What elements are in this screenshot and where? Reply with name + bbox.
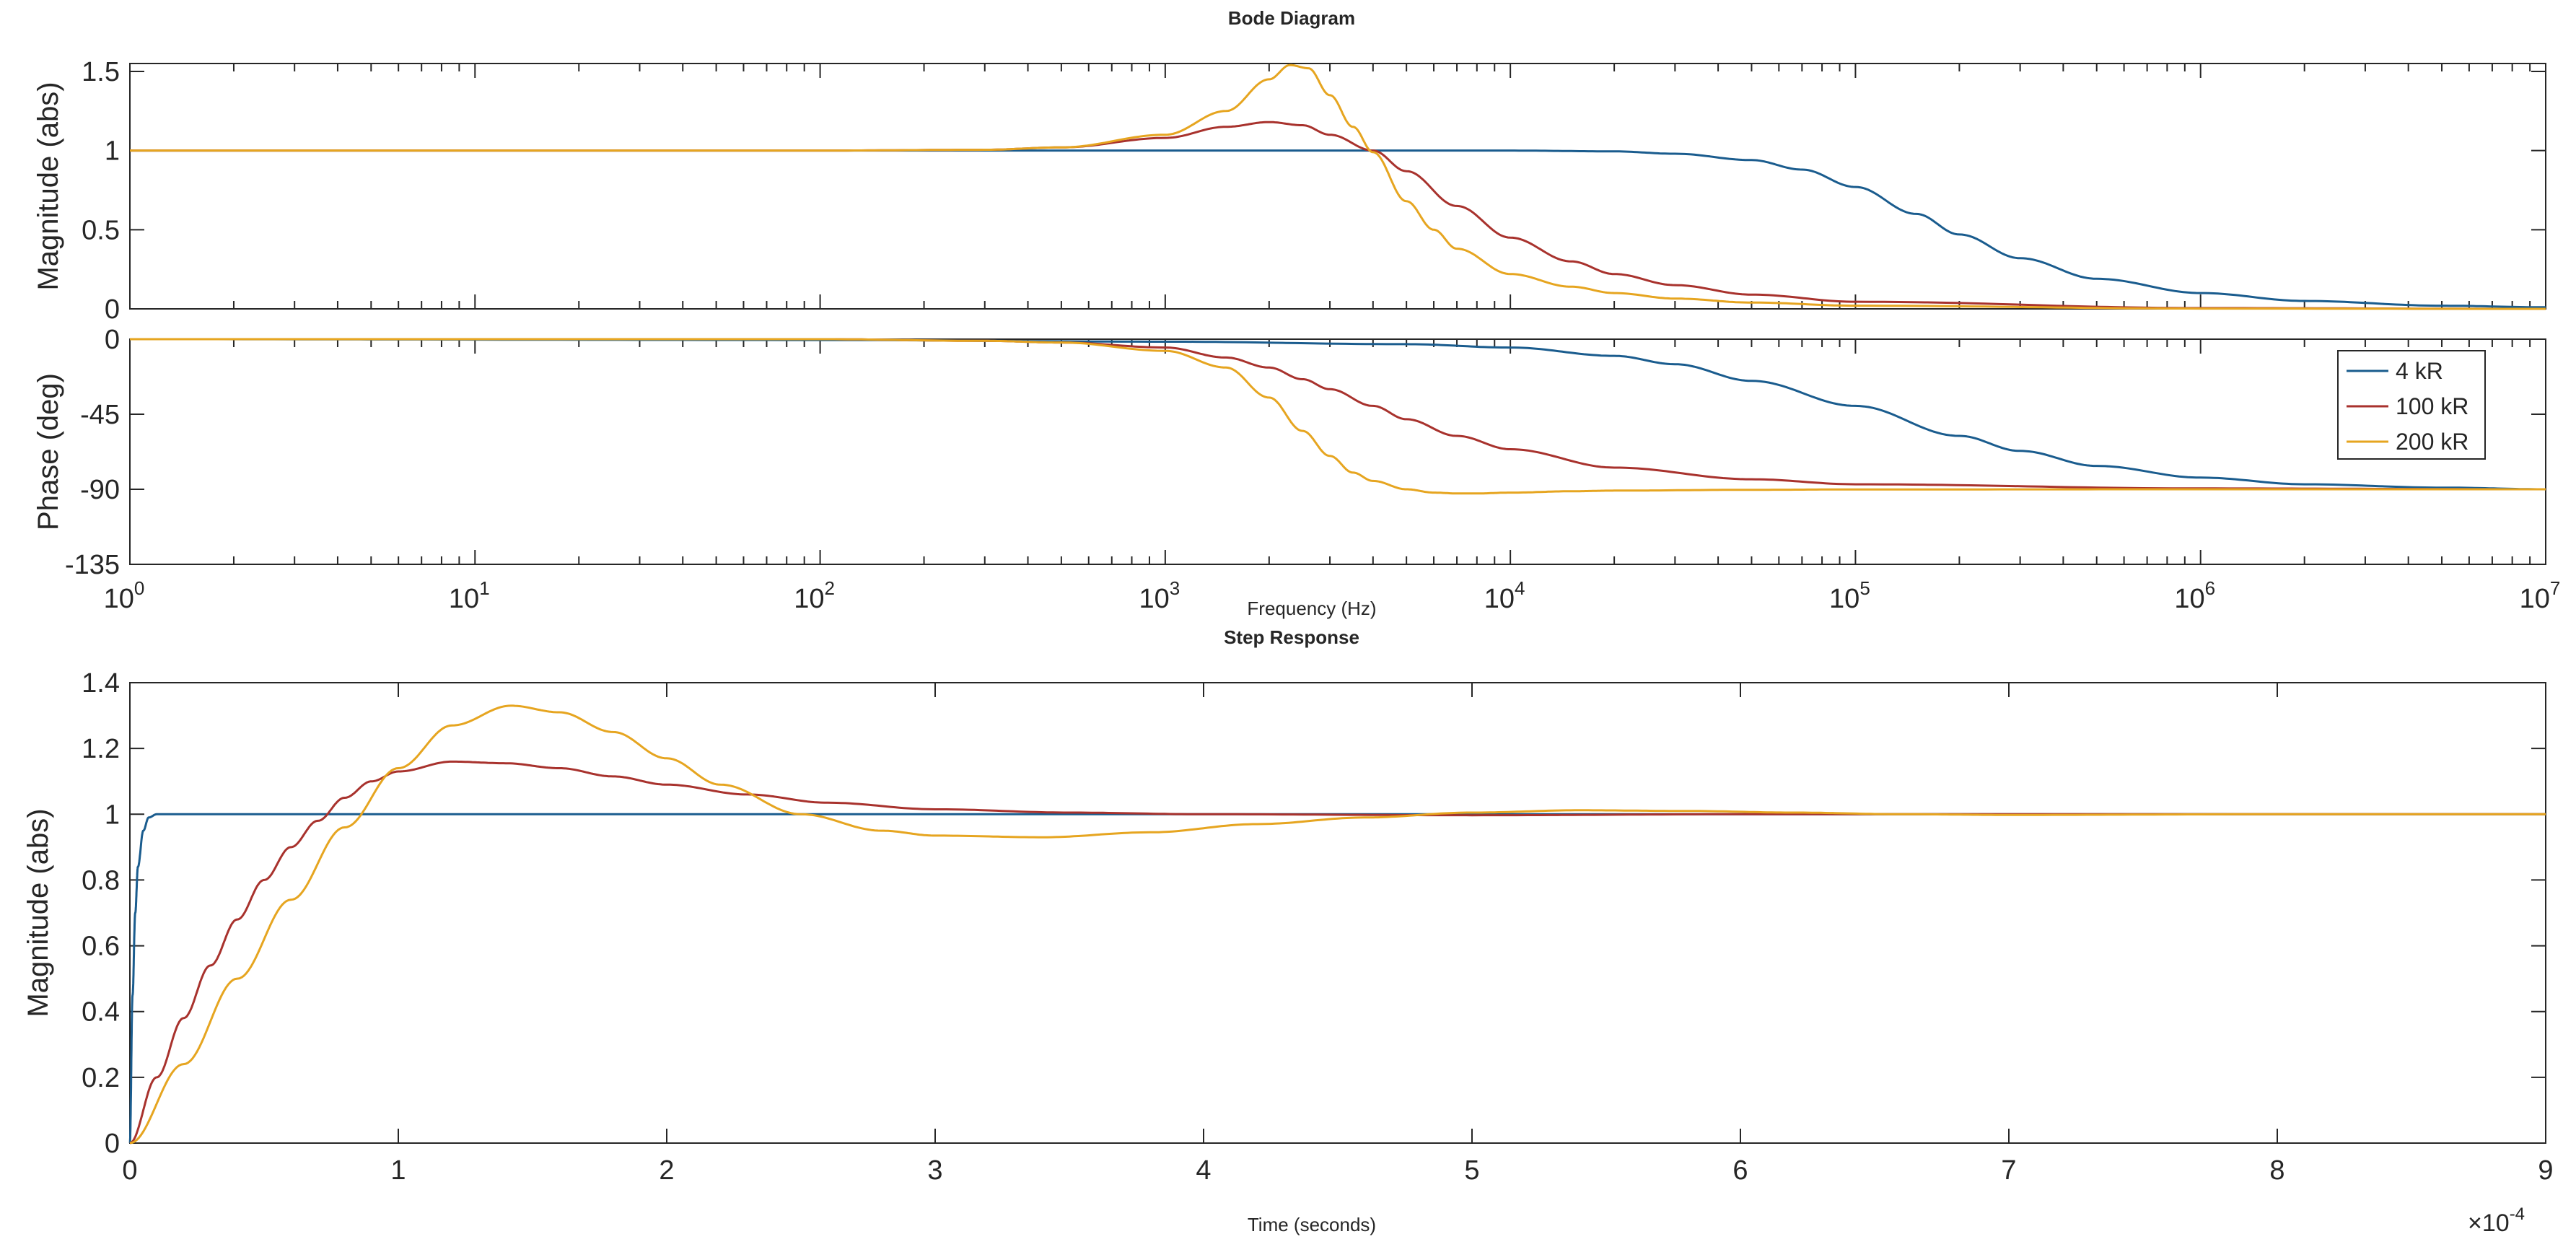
step-response-ytick-label: 0.6 (82, 932, 120, 962)
frequency-tick-exponent: 5 (1859, 577, 1870, 599)
bode-phase-series-200kr (130, 338, 2546, 495)
time-xlabel: Time (seconds) (1248, 1214, 1376, 1235)
step-response-ytick-label: 1 (105, 800, 120, 830)
step-response-ticks: 0 1 2 3 4 5 6 7 8 9 0 0.2 0.4 0.6 0.8 1 1.2 1.4 (82, 668, 2553, 1186)
step-response-frame (129, 682, 2546, 1144)
step-response-ytick-label: 1.4 (82, 668, 120, 699)
bode-magnitude-ticks: 0 0.5 1 1.5 (82, 57, 2546, 325)
legend-label-4kR: 4 kR (2396, 358, 2443, 384)
frequency-tick-exponent: 1 (479, 577, 489, 599)
step-response-xtick-label: 2 (659, 1155, 674, 1186)
bode-magnitude-plot: 0 0.5 1 1.5 Magnitude (abs) (32, 57, 2546, 325)
step-response-xtick-label: 1 (390, 1155, 406, 1186)
bode-magnitude-series-4kr (130, 149, 2546, 309)
frequency-tick-base: 10 (2174, 584, 2204, 614)
frequency-tick-base: 10 (794, 584, 824, 614)
bode-magnitude-ytick-label: 0.5 (82, 215, 120, 245)
step-response-series-200kr (129, 704, 2546, 1145)
frequency-tick-label: 104 (1484, 577, 1525, 614)
frequency-tick-exponent: 7 (2550, 577, 2560, 599)
step-response-ylabel: Magnitude (abs) (22, 808, 54, 1017)
bode-phase-ytick-label: -45 (80, 400, 120, 430)
frequency-tick-base: 10 (2520, 584, 2550, 614)
step-response-xtick-label: 8 (2269, 1155, 2284, 1186)
step-response-series-4kr (128, 813, 2546, 1144)
time-multiplier: ×10-4 (2468, 1204, 2525, 1237)
frequency-tick-base: 10 (449, 584, 479, 614)
step-title: Step Response (1224, 626, 1359, 648)
bode-phase-plot: 0 -45 -90 -135 Phase (deg) 4 kR 100 kR 200 … (32, 325, 2546, 580)
frequency-tick-label: 103 (1139, 577, 1180, 614)
bode-magnitude-ytick-label: 0 (105, 294, 120, 325)
frequency-tick-exponent: 0 (134, 577, 144, 599)
frequency-tick-exponent: 3 (1170, 577, 1180, 599)
bode-magnitude-ylabel: Magnitude (abs) (32, 82, 64, 290)
bode-phase-series-100kr (130, 338, 2546, 491)
frequency-tick-label: 106 (2174, 577, 2215, 614)
legend-label-100kR: 100 kR (2396, 393, 2468, 419)
bode-phase-ticks: 0 -45 -90 -135 (65, 325, 2546, 580)
bode-magnitude-curves (130, 64, 2546, 310)
step-response-series-100kr (129, 760, 2546, 1145)
bode-magnitude-ytick-label: 1.5 (82, 57, 120, 87)
frequency-tick-exponent: 4 (1515, 577, 1525, 599)
frequency-tick-label: 100 (104, 577, 145, 614)
bode-phase-ytick-label: -135 (65, 550, 120, 580)
bode-phase-ytick-label: 0 (105, 325, 120, 355)
legend-label-200kR: 200 kR (2396, 429, 2468, 455)
step-response-xtick-label: 9 (2538, 1155, 2553, 1186)
step-response-ytick-label: 0.4 (82, 997, 120, 1028)
frequency-tick-label: 102 (794, 577, 835, 614)
step-response-xtick-label: 4 (1196, 1155, 1211, 1186)
frequency-tick-base: 10 (1139, 584, 1169, 614)
frequency-tick-exponent: 2 (824, 577, 834, 599)
bode-phase-ytick-label: -90 (80, 475, 120, 505)
frequency-tick-labels: 100 101 102 103 104 105 106 107 (104, 577, 2561, 614)
frequency-tick-base: 10 (1484, 584, 1515, 614)
step-response-xtick-label: 3 (927, 1155, 942, 1186)
frequency-tick-base: 10 (104, 584, 134, 614)
frequency-tick-label: 107 (2520, 577, 2561, 614)
step-response-ytick-label: 1.2 (82, 734, 120, 764)
step-response-ytick-label: 0.2 (82, 1063, 120, 1093)
bode-phase-ylabel: Phase (deg) (32, 373, 64, 530)
bode-title: Bode Diagram (1228, 7, 1355, 29)
step-response-curves (128, 704, 2546, 1145)
bode-phase-series-4kr (130, 338, 2546, 491)
step-response-xtick-label: 0 (122, 1155, 137, 1186)
bode-phase-frame (129, 338, 2546, 565)
frequency-tick-label: 105 (1829, 577, 1870, 614)
frequency-tick-base: 10 (1829, 584, 1859, 614)
bode-magnitude-series-200kr (130, 64, 2546, 310)
bode-phase-curves (130, 338, 2546, 495)
legend: 4 kR 100 kR 200 kR (2337, 350, 2486, 460)
step-response-xtick-label: 6 (1732, 1155, 1748, 1186)
step-response-ytick-label: 0.8 (82, 865, 120, 896)
step-response-xtick-label: 5 (1464, 1155, 1479, 1186)
step-response-plot: 0 1 2 3 4 5 6 7 8 9 0 0.2 0.4 0.6 0.8 1 1.2 1.4 Magnitude… (22, 668, 2554, 1186)
step-response-ytick-label: 0 (105, 1129, 120, 1159)
step-response-xtick-label: 7 (2001, 1155, 2016, 1186)
frequency-tick-label: 101 (449, 577, 490, 614)
frequency-xlabel: Frequency (Hz) (1247, 598, 1376, 619)
bode-magnitude-ytick-label: 1 (105, 136, 120, 167)
frequency-tick-exponent: 6 (2205, 577, 2215, 599)
bode-magnitude-frame (129, 63, 2546, 310)
